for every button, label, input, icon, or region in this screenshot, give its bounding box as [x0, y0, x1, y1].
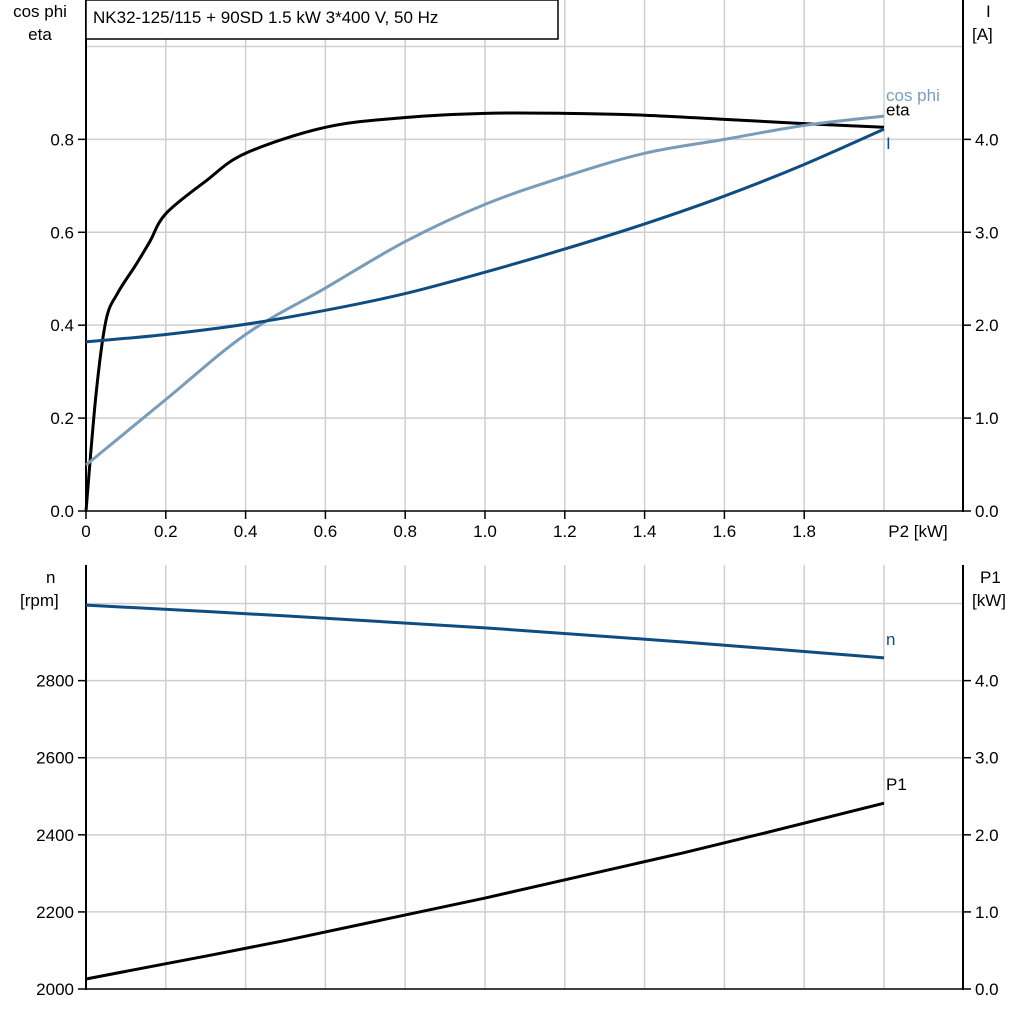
y-tick-label-left: 2600 — [36, 749, 74, 768]
y-axis-label-left: eta — [28, 25, 52, 44]
series-line-p1 — [85, 801, 885, 981]
y-tick-label-right: 3.0 — [975, 223, 999, 242]
y-tick-label-right: 2.0 — [975, 316, 999, 335]
x-tick-label: 1.6 — [713, 522, 737, 541]
y-axis-label-left: [rpm] — [20, 591, 59, 610]
series-label-cos-phi: cos phi — [886, 86, 940, 105]
x-tick-label: 0.4 — [234, 522, 258, 541]
series-label-i: I — [886, 134, 891, 153]
y-tick-label-left: 2200 — [36, 903, 74, 922]
x-tick-label: 0.6 — [314, 522, 338, 541]
series-line-n — [85, 603, 885, 660]
y-axis-label-left: cos phi — [13, 2, 67, 21]
y-axis-label-right: I — [986, 2, 991, 21]
y-tick-label-left: 0.8 — [50, 130, 74, 149]
series-line-i — [85, 127, 885, 344]
y-axis-label-right: [kW] — [972, 591, 1006, 610]
x-tick-label: 1.4 — [633, 522, 657, 541]
x-axis-label: P2 [kW] — [888, 522, 948, 541]
x-tick-label: 0.2 — [154, 522, 178, 541]
y-tick-label-left: 0.2 — [50, 409, 74, 428]
series-label-eta: eta — [886, 100, 910, 119]
panel-1: 2000 2200 2400 2600 2800 0.0 1.0 2.0 3.0 4.0 n [rpm… — [20, 565, 1006, 999]
y-axis-label-right: P1 — [980, 568, 1001, 587]
y-tick-label-right: 2.0 — [975, 826, 999, 845]
series-label-n: n — [886, 630, 895, 649]
y-tick-label-left: 2800 — [36, 672, 74, 691]
x-tick-label: 1.8 — [792, 522, 816, 541]
y-tick-label-right: 1.0 — [975, 903, 999, 922]
x-tick-label: 0.8 — [393, 522, 417, 541]
y-tick-label-right: 4.0 — [975, 672, 999, 691]
y-tick-label-right: 3.0 — [975, 749, 999, 768]
x-tick-label: 1.2 — [553, 522, 577, 541]
y-axis-label-right: [A] — [972, 25, 993, 44]
x-tick-label: 1.0 — [473, 522, 497, 541]
title-box — [85, 0, 559, 40]
y-tick-label-left: 2400 — [36, 826, 74, 845]
y-tick-label-right: 4.0 — [975, 130, 999, 149]
y-tick-label-left: 0.6 — [50, 223, 74, 242]
y-tick-label-right: 0.0 — [975, 502, 999, 521]
y-tick-label-left: 0.4 — [50, 316, 74, 335]
series-line-eta — [84, 111, 885, 512]
chart-title: NK32-125/115 + 90SD 1.5 kW 3*400 V, 50 H… — [93, 8, 438, 27]
x-tick-label: 0 — [81, 522, 90, 541]
series-label-p1: P1 — [886, 775, 907, 794]
y-tick-label-left: 2000 — [36, 980, 74, 999]
y-tick-label-left: 0.0 — [50, 502, 74, 521]
y-tick-label-right: 1.0 — [975, 409, 999, 428]
y-axis-label-left: n — [46, 568, 55, 587]
series-line-cos-phi — [85, 114, 885, 467]
y-tick-label-right: 0.0 — [975, 980, 999, 999]
